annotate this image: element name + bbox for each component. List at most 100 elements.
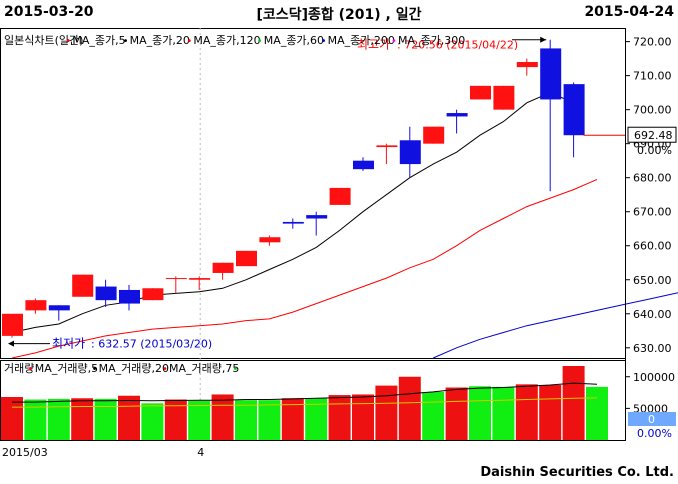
legend-marker: •	[186, 36, 192, 47]
candle-body	[189, 278, 211, 280]
volume-bar	[1, 396, 23, 440]
volume-tick-label: 100000	[633, 371, 675, 384]
volume-bar	[235, 400, 257, 440]
candle-body	[236, 250, 257, 267]
volume-bar	[328, 395, 351, 440]
volume-ma-line	[12, 382, 598, 403]
candle-body	[95, 286, 117, 301]
volume-bar	[118, 395, 140, 440]
price-tick-label: 710.00	[633, 70, 672, 83]
volume-bar	[281, 398, 304, 440]
volume-bar	[586, 386, 608, 440]
volume-bar	[445, 387, 468, 440]
volume-legend-item: MA_거래량,5	[35, 362, 98, 375]
candle-body	[259, 237, 281, 243]
legend-marker: •	[321, 36, 327, 47]
legend-marker: •	[65, 36, 71, 47]
candle-body	[353, 160, 374, 170]
price-legend-item: MA_종가,60	[264, 34, 324, 47]
price-tick-label: 680.00	[633, 172, 672, 185]
axis-area	[625, 28, 678, 440]
candle-body	[493, 85, 515, 110]
volume-bar	[188, 400, 211, 440]
volume-legend-item: MA_거래량,75	[169, 362, 239, 375]
candle-body	[376, 145, 398, 148]
volume-bar	[352, 394, 374, 440]
volume-ma-line-2	[12, 397, 598, 408]
volume-bar	[305, 398, 328, 440]
volume-bar	[47, 398, 70, 440]
ma-line	[433, 292, 678, 359]
candle-body	[423, 126, 445, 144]
candle-body	[25, 300, 47, 311]
candle-body	[563, 84, 585, 136]
price-legend-item: MA_종가,5	[72, 34, 125, 47]
candle-body	[540, 48, 562, 100]
legend-marker: •	[391, 36, 397, 47]
last-price-box	[627, 126, 677, 143]
low-value: : 632.57 (2015/03/20)	[91, 338, 212, 351]
low-label: 최저가	[52, 337, 85, 351]
volume-bar	[24, 399, 47, 440]
volume-bar	[492, 386, 515, 440]
end-date: 2015-04-24	[584, 4, 674, 20]
candle-body	[119, 289, 140, 304]
volume-bar	[422, 391, 445, 440]
price-legend-item: MA_종가,200	[328, 34, 395, 47]
high-arrow-head	[540, 36, 547, 43]
legend-marker: •	[232, 364, 238, 375]
volume-bar	[258, 400, 281, 440]
volume-last-value: 0	[648, 413, 655, 426]
candle-body	[329, 187, 351, 205]
x-tick-label: 2015/03	[2, 446, 48, 459]
last-price-value: 692.48	[634, 129, 673, 142]
legend-marker: •	[28, 364, 34, 375]
candle-body	[470, 85, 491, 100]
high-label: 최고가	[357, 38, 390, 52]
candle-body	[48, 305, 70, 311]
candle-body	[142, 288, 164, 301]
volume-bar	[211, 394, 234, 440]
volume-change-pct: 0.00%	[637, 427, 672, 440]
volume-bar	[398, 376, 421, 440]
candle-body	[399, 140, 421, 165]
volume-legend-item: 거래량	[4, 362, 34, 375]
volume-bar	[375, 385, 398, 440]
chart-title: [코스닥]종합 (201) , 일간	[256, 7, 422, 23]
volume-bar	[515, 384, 538, 440]
candle-body	[212, 262, 234, 273]
price-legend-item: MA_종가,120	[193, 34, 260, 47]
candle-body	[446, 113, 468, 117]
start-date: 2015-03-20	[4, 4, 94, 20]
x-tick-label: 4	[197, 446, 204, 459]
company-footer: Daishin Securities Co. Ltd.	[480, 465, 674, 480]
candle-body	[72, 274, 94, 297]
price-tick-label: 660.00	[633, 240, 672, 253]
legend-marker: •	[92, 364, 98, 375]
legend-marker: •	[257, 36, 263, 47]
price-tick-label: 700.00	[633, 104, 672, 117]
volume-bar	[71, 398, 94, 440]
volume-bar	[164, 399, 187, 440]
price-tick-label: 630.00	[633, 342, 672, 355]
price-legend-item: 일본식차트(일간)	[4, 33, 83, 47]
legend-marker: •	[162, 364, 168, 375]
candle-body	[2, 313, 23, 336]
volume-legend-item: MA_거래량,20	[99, 362, 169, 375]
candle-body	[516, 62, 538, 68]
volume-bar	[539, 384, 562, 440]
price-tick-label: 670.00	[633, 206, 672, 219]
candle-body	[165, 278, 187, 280]
legend-marker: •	[123, 36, 129, 47]
volume-bar	[469, 386, 491, 440]
price-legend-item: MA_종가,20	[130, 34, 190, 47]
high-value: : 720.56 (2015/04/22)	[397, 39, 518, 52]
price-tick-label: 640.00	[633, 308, 672, 321]
price-change-pct: 0.00%	[637, 144, 672, 157]
candle-body	[282, 221, 304, 224]
price-legend-item: MA_종가,300	[398, 34, 465, 47]
volume-bar	[141, 403, 164, 440]
candle-body	[306, 215, 328, 219]
price-tick-label: 720.00	[633, 36, 672, 49]
